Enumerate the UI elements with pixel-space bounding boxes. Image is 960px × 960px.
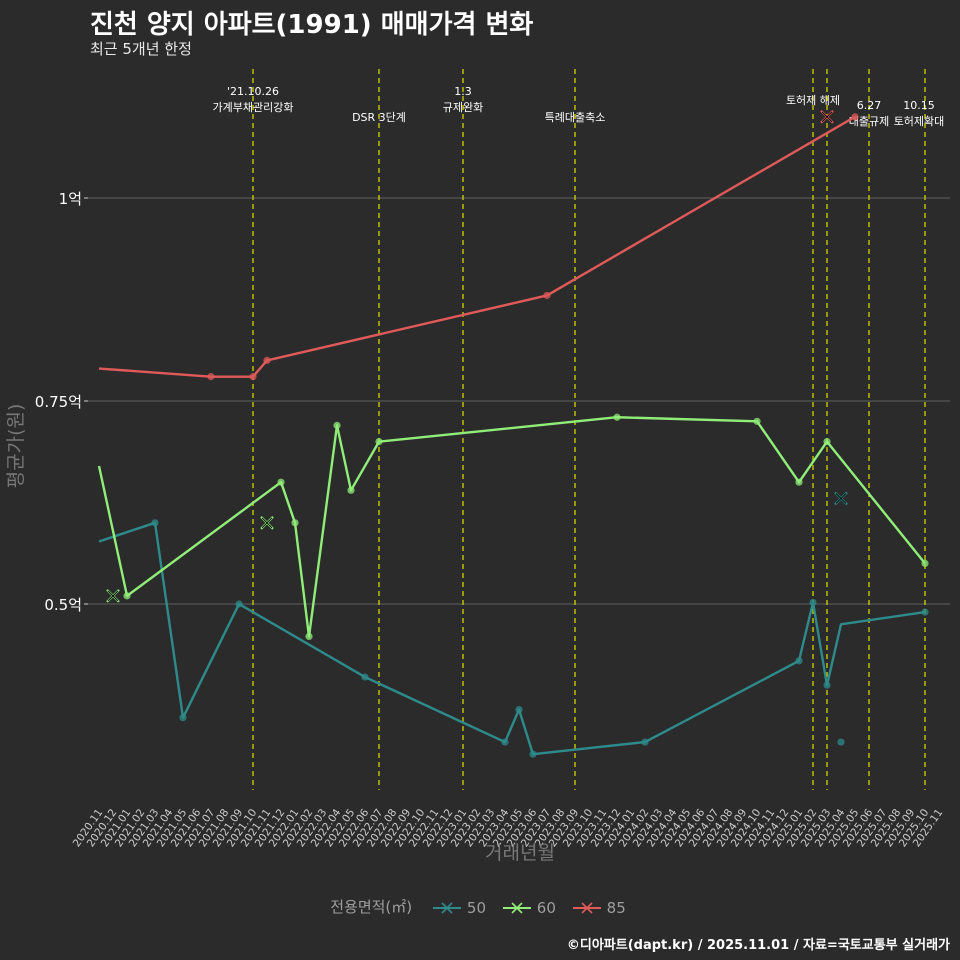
data-point-85 [207, 373, 215, 381]
event-label: 토허제확대 [894, 115, 945, 128]
cancelled-marker-60 [107, 590, 119, 602]
data-point-60 [613, 413, 621, 421]
legend-key-60-icon [502, 902, 531, 914]
data-point-50 [235, 600, 243, 608]
source-caption: ©디아파트(dapt.kr) / 2025.11.01 / 자료=국토교통부 실… [566, 938, 950, 953]
event-label: 6.27 [857, 99, 882, 112]
cancelled-marker-50 [835, 493, 847, 504]
data-point-85 [263, 356, 271, 364]
data-point-60 [823, 438, 831, 446]
legend-item-50: 50 [431, 899, 490, 917]
data-point-60 [333, 421, 341, 429]
data-point-60 [347, 486, 355, 494]
data-point-50 [151, 519, 159, 527]
data-point-50 [361, 673, 369, 681]
data-point-60 [753, 417, 761, 425]
data-point-60 [123, 592, 131, 600]
y-axis-label: 평균가(원) [5, 404, 27, 489]
legend-label-85: 85 [606, 898, 626, 917]
data-point-60 [291, 519, 299, 527]
event-label: 가계부채관리강화 [213, 101, 294, 114]
series-line-50 [98, 521, 926, 756]
y-tick-label: 0.75억 [35, 393, 82, 411]
data-point-60 [277, 478, 285, 486]
legend-item-60: 60 [501, 899, 560, 917]
event-label: '21.10.26 [227, 85, 279, 98]
chart-subtitle: 최근 5개년 한정 [90, 40, 192, 58]
data-point-50 [641, 738, 649, 746]
legend-label-60: 60 [536, 898, 556, 917]
cancelled-marker-60 [261, 517, 273, 529]
data-point-50 [795, 657, 803, 665]
data-point-85 [851, 113, 859, 121]
event-label: 규제완화 [443, 101, 483, 114]
legend-label-50: 50 [466, 898, 487, 917]
data-point-50 [809, 598, 817, 606]
data-point-60 [795, 478, 803, 486]
event-label: 특례대출축소 [545, 111, 606, 124]
series-line-85 [98, 115, 856, 378]
data-point-50 [515, 705, 523, 714]
legend-key-50-icon [432, 902, 461, 914]
data-point-50 [837, 738, 845, 746]
y-tick-label: 1억 [59, 190, 82, 208]
legend-key-85-icon [572, 902, 601, 914]
legend-title: 전용면적(㎡) [330, 898, 413, 916]
legend-item-85: 85 [571, 899, 630, 917]
legend: 전용면적(㎡) 50 60 85 [0, 896, 960, 917]
data-point-50 [921, 608, 929, 616]
data-point-60 [375, 438, 383, 446]
data-point-60 [305, 632, 313, 641]
data-point-50 [529, 750, 537, 758]
y-tick-label: 0.5억 [44, 596, 82, 614]
event-label: DSR 3단계 [352, 111, 406, 124]
event-label: 10.15 [903, 99, 935, 112]
data-point-85 [543, 291, 551, 300]
data-point-85 [249, 373, 257, 381]
data-point-60 [921, 559, 929, 568]
x-axis-label: 거래년월 [485, 842, 555, 864]
chart-area: 0.5억0.75억1억평균가(원)2020.112020.122021.0120… [5, 69, 950, 864]
chart-title: 진천 양지 아파트(1991) 매매가격 변화 [90, 10, 534, 40]
event-label: 토허제 해제 [786, 93, 840, 107]
event-label: 대출규제 [849, 115, 889, 128]
data-point-50 [179, 714, 187, 722]
data-point-50 [501, 738, 509, 746]
event-label: 1.3 [454, 85, 472, 98]
data-point-50 [823, 681, 831, 689]
cancelled-marker-85 [821, 111, 833, 123]
